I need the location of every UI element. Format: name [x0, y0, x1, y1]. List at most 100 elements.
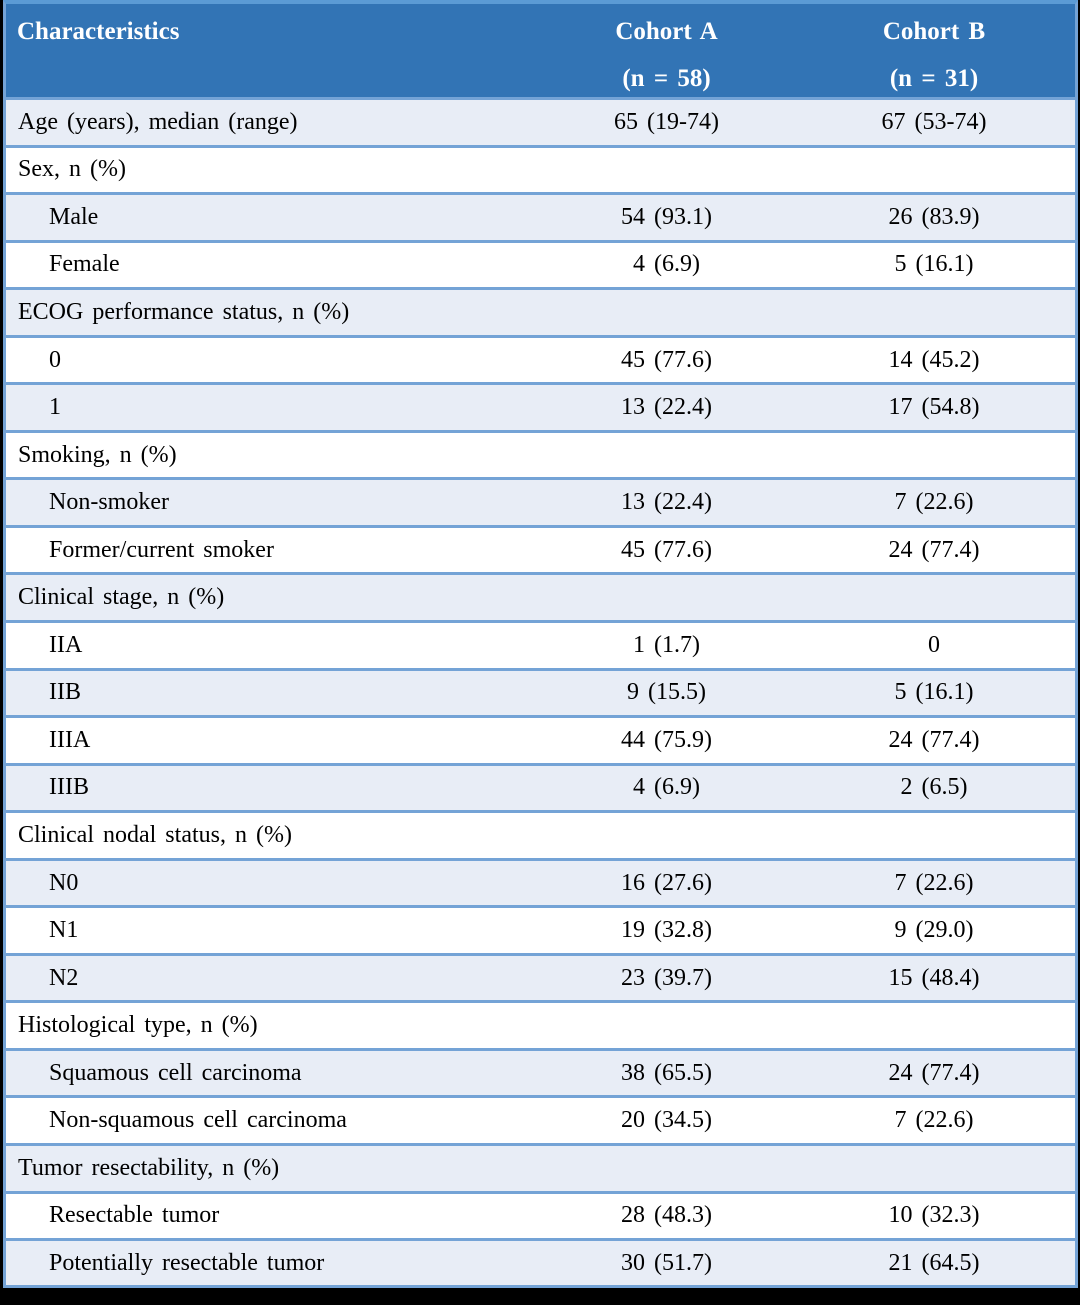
table-row: Sex, n (%) [6, 146, 1075, 196]
table-row: 0 45 (77.6) 14 (45.2) [6, 336, 1075, 386]
cohort-a-value: 45 (77.6) [540, 336, 793, 386]
cohort-b-value: 10 (32.3) [793, 1192, 1075, 1242]
cohort-b-value: 14 (45.2) [793, 336, 1075, 386]
cohort-b-value: 7 (22.6) [793, 859, 1075, 909]
cohort-a-value [540, 288, 793, 338]
cohort-a-value [540, 811, 793, 861]
table-row: Squamous cell carcinoma 38 (65.5) 24 (77.4… [6, 1049, 1075, 1099]
table-row: IIA 1 (1.7) 0 [6, 621, 1075, 671]
cohort-a-value: 4 (6.9) [540, 241, 793, 291]
cohort-b-value: 5 (16.1) [793, 241, 1075, 291]
column-header-cohort-a: Cohort A (n = 58) [540, 4, 793, 100]
table-row: Male 54 (93.1) 26 (83.9) [6, 193, 1075, 243]
characteristics-table: Characteristics Cohort A (n = 58) Cohort… [6, 4, 1075, 1285]
cohort-a-value: 16 (27.6) [540, 859, 793, 909]
row-label: Former/current smoker [6, 526, 540, 576]
row-label: IIIB [6, 764, 540, 814]
cohort-b-value: 26 (83.9) [793, 193, 1075, 243]
cohort-a-value [540, 431, 793, 481]
cohort-b-label: Cohort B [882, 18, 986, 45]
header-row: Characteristics Cohort A (n = 58) Cohort… [6, 4, 1075, 100]
cohort-a-value: 65 (19-74) [540, 98, 793, 148]
cohort-a-value: 13 (22.4) [540, 478, 793, 528]
cohort-b-value: 17 (54.8) [793, 383, 1075, 433]
characteristics-table-frame: Characteristics Cohort A (n = 58) Cohort… [3, 0, 1078, 1288]
row-label: IIB [6, 669, 540, 719]
row-label: Squamous cell carcinoma [6, 1049, 540, 1099]
table-row: ECOG performance status, n (%) [6, 288, 1075, 338]
table-row: IIIA 44 (75.9) 24 (77.4) [6, 716, 1075, 766]
table-row: N0 16 (27.6) 7 (22.6) [6, 859, 1075, 909]
table-row: Tumor resectability, n (%) [6, 1144, 1075, 1194]
cohort-b-value: 24 (77.4) [793, 716, 1075, 766]
cohort-b-value [793, 573, 1075, 624]
cohort-a-label: Cohort A [615, 18, 718, 45]
cohort-a-value: 20 (34.5) [540, 1096, 793, 1147]
table-body: Age (years), median (range) 65 (19-74) 67 … [6, 98, 1075, 1285]
cohort-b-value: 0 [793, 621, 1075, 671]
cohort-a-value: 38 (65.5) [540, 1049, 793, 1099]
cohort-b-value: 5 (16.1) [793, 669, 1075, 719]
cohort-a-value: 30 (51.7) [540, 1239, 793, 1285]
row-label: Resectable tumor [6, 1192, 540, 1242]
table-header: Characteristics Cohort A (n = 58) Cohort… [6, 4, 1075, 100]
column-header-cohort-b: Cohort B (n = 31) [793, 4, 1075, 100]
row-label: Age (years), median (range) [6, 98, 540, 148]
cohort-b-value [793, 1001, 1075, 1051]
row-label: N1 [6, 906, 540, 956]
cohort-b-value [793, 1144, 1075, 1194]
cohort-a-value [540, 146, 793, 196]
cohort-a-value: 28 (48.3) [540, 1192, 793, 1242]
table-row: Clinical nodal status, n (%) [6, 811, 1075, 861]
table-row: Clinical stage, n (%) [6, 573, 1075, 624]
row-label: N2 [6, 954, 540, 1004]
cohort-a-value [540, 573, 793, 624]
row-label: Histological type, n (%) [6, 1001, 540, 1051]
row-label: Tumor resectability, n (%) [6, 1144, 540, 1194]
cohort-a-value: 1 (1.7) [540, 621, 793, 671]
table-row: N1 19 (32.8) 9 (29.0) [6, 906, 1075, 956]
cohort-b-value: 7 (22.6) [793, 478, 1075, 528]
row-label: Female [6, 241, 540, 291]
row-label: IIA [6, 621, 540, 671]
table-row: Histological type, n (%) [6, 1001, 1075, 1051]
row-label: N0 [6, 859, 540, 909]
column-header-characteristics: Characteristics [6, 4, 540, 100]
row-label: Non-smoker [6, 478, 540, 528]
row-label: Smoking, n (%) [6, 431, 540, 481]
row-label: Male [6, 193, 540, 243]
table-row: Former/current smoker 45 (77.6) 24 (77.4) [6, 526, 1075, 576]
cohort-b-value: 24 (77.4) [793, 1049, 1075, 1099]
characteristics-label: Characteristics [17, 18, 180, 45]
cohort-a-value: 9 (15.5) [540, 669, 793, 719]
row-label: 0 [6, 336, 540, 386]
cohort-a-value [540, 1001, 793, 1051]
row-label: IIIA [6, 716, 540, 766]
cohort-a-value: 45 (77.6) [540, 526, 793, 576]
cohort-b-value: 24 (77.4) [793, 526, 1075, 576]
row-label: Potentially resectable tumor [6, 1239, 540, 1285]
cohort-a-value: 19 (32.8) [540, 906, 793, 956]
cohort-a-value: 44 (75.9) [540, 716, 793, 766]
cohort-a-value [540, 1144, 793, 1194]
table-row: Age (years), median (range) 65 (19-74) 67 … [6, 98, 1075, 148]
cohort-b-value: 2 (6.5) [793, 764, 1075, 814]
cohort-b-value [793, 431, 1075, 481]
table-row: Smoking, n (%) [6, 431, 1075, 481]
cohort-b-value: 9 (29.0) [793, 906, 1075, 956]
cohort-a-value: 54 (93.1) [540, 193, 793, 243]
table-row: IIB 9 (15.5) 5 (16.1) [6, 669, 1075, 719]
table-row: Female 4 (6.9) 5 (16.1) [6, 241, 1075, 291]
cohort-b-value [793, 288, 1075, 338]
cohort-b-value [793, 811, 1075, 861]
row-label: ECOG performance status, n (%) [6, 288, 540, 338]
row-label: Clinical nodal status, n (%) [6, 811, 540, 861]
cohort-a-value: 4 (6.9) [540, 764, 793, 814]
cohort-a-value: 23 (39.7) [540, 954, 793, 1004]
table-row: Non-smoker 13 (22.4) 7 (22.6) [6, 478, 1075, 528]
table-row: N2 23 (39.7) 15 (48.4) [6, 954, 1075, 1004]
table-row: Resectable tumor 28 (48.3) 10 (32.3) [6, 1192, 1075, 1242]
cohort-b-value: 21 (64.5) [793, 1239, 1075, 1285]
cohort-b-value [793, 146, 1075, 196]
row-label: Clinical stage, n (%) [6, 573, 540, 624]
